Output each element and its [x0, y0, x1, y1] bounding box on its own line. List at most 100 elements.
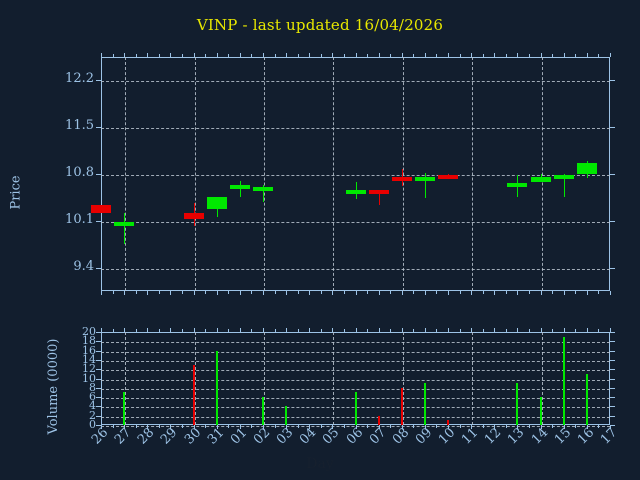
volume-day-minor-tick [413, 425, 414, 428]
day-minor-tick [575, 291, 576, 294]
day-axis-label: 16 [574, 425, 598, 448]
day-tick [124, 53, 125, 57]
day-minor-tick [413, 291, 414, 294]
volume-day-minor-tick [552, 425, 553, 428]
price-tick [610, 221, 615, 222]
day-minor-tick [436, 291, 437, 294]
volume-day-tick [263, 328, 264, 332]
volume-day-tick [147, 328, 148, 332]
price-axis-label: 10.1 [65, 211, 94, 227]
candle-body [369, 190, 389, 195]
day-minor-tick [228, 291, 229, 294]
price-tick [610, 80, 615, 81]
price-gridline [101, 127, 610, 129]
day-axis-label: 28 [135, 425, 158, 448]
volume-axis-label: 12 [82, 362, 96, 376]
volume-day-tick [101, 328, 102, 332]
day-minor-tick [483, 54, 484, 57]
volume-axis-label: 0 [89, 418, 96, 431]
day-gridline [332, 332, 334, 425]
day-tick [379, 53, 380, 57]
volume-day-tick [402, 425, 403, 429]
volume-day-minor-tick [136, 425, 137, 428]
volume-day-tick [332, 425, 333, 429]
day-minor-tick [460, 54, 461, 57]
volume-tick [610, 332, 615, 333]
volume-day-minor-tick [275, 329, 276, 332]
volume-day-minor-tick [159, 425, 160, 428]
volume-day-tick [517, 328, 518, 332]
day-minor-tick [483, 291, 484, 294]
volume-axis-label: 4 [89, 399, 96, 413]
day-minor-tick [413, 54, 414, 57]
day-tick [309, 291, 310, 295]
volume-day-minor-tick [529, 329, 530, 332]
volume-day-tick [587, 425, 588, 429]
volume-day-minor-tick [413, 329, 414, 332]
price-gridline [101, 221, 610, 223]
volume-day-minor-tick [182, 425, 183, 428]
day-gridline [471, 57, 473, 291]
day-tick [356, 291, 357, 295]
day-minor-tick [575, 54, 576, 57]
day-tick [194, 291, 195, 295]
day-minor-tick [552, 54, 553, 57]
day-tick [356, 53, 357, 57]
volume-bar [424, 383, 426, 425]
day-tick [309, 53, 310, 57]
day-gridline [402, 57, 404, 291]
volume-bar [216, 350, 218, 425]
candle-wick [425, 173, 426, 199]
volume-day-tick [610, 328, 611, 332]
volume-day-minor-tick [344, 329, 345, 332]
volume-day-tick [217, 328, 218, 332]
day-tick [332, 291, 333, 295]
volume-day-tick [587, 328, 588, 332]
day-axis-label: 17 [598, 425, 621, 448]
price-gridline [101, 80, 610, 82]
day-tick [517, 291, 518, 295]
day-tick [240, 291, 241, 295]
price-axis-label: 11.5 [65, 118, 94, 134]
day-tick [101, 53, 102, 57]
day-tick [101, 291, 102, 295]
volume-day-tick [402, 328, 403, 332]
price-gridline [101, 268, 610, 270]
day-tick [147, 291, 148, 295]
day-minor-tick [159, 54, 160, 57]
day-axis-label: 30 [181, 425, 204, 448]
volume-day-minor-tick [251, 329, 252, 332]
volume-tick [96, 388, 101, 389]
price-axis-label: 9.4 [73, 258, 94, 274]
candle-body [392, 176, 412, 181]
volume-tick [96, 406, 101, 407]
volume-day-minor-tick [598, 329, 599, 332]
day-minor-tick [182, 54, 183, 57]
day-minor-tick [205, 291, 206, 294]
day-tick [170, 53, 171, 57]
volume-axis-label: 10 [82, 371, 96, 385]
volume-tick [96, 360, 101, 361]
day-minor-tick [552, 291, 553, 294]
volume-day-tick [541, 425, 542, 429]
volume-tick [96, 397, 101, 398]
day-minor-tick [113, 54, 114, 57]
price-axis-title: Price [8, 175, 24, 210]
day-tick [263, 291, 264, 295]
volume-day-tick [494, 425, 495, 429]
volume-day-minor-tick [367, 329, 368, 332]
volume-day-minor-tick [344, 425, 345, 428]
volume-bar [355, 392, 357, 425]
volume-day-minor-tick [436, 329, 437, 332]
volume-gridline [101, 425, 610, 427]
volume-tick [96, 416, 101, 417]
day-gridline [124, 332, 126, 425]
day-tick [194, 53, 195, 57]
volume-day-minor-tick [390, 425, 391, 428]
volume-axis-label: 18 [82, 334, 96, 348]
candle-body [415, 176, 435, 181]
volume-gridline [101, 360, 610, 362]
volume-day-tick [124, 328, 125, 332]
volume-day-tick [309, 425, 310, 429]
day-gridline [263, 57, 265, 291]
